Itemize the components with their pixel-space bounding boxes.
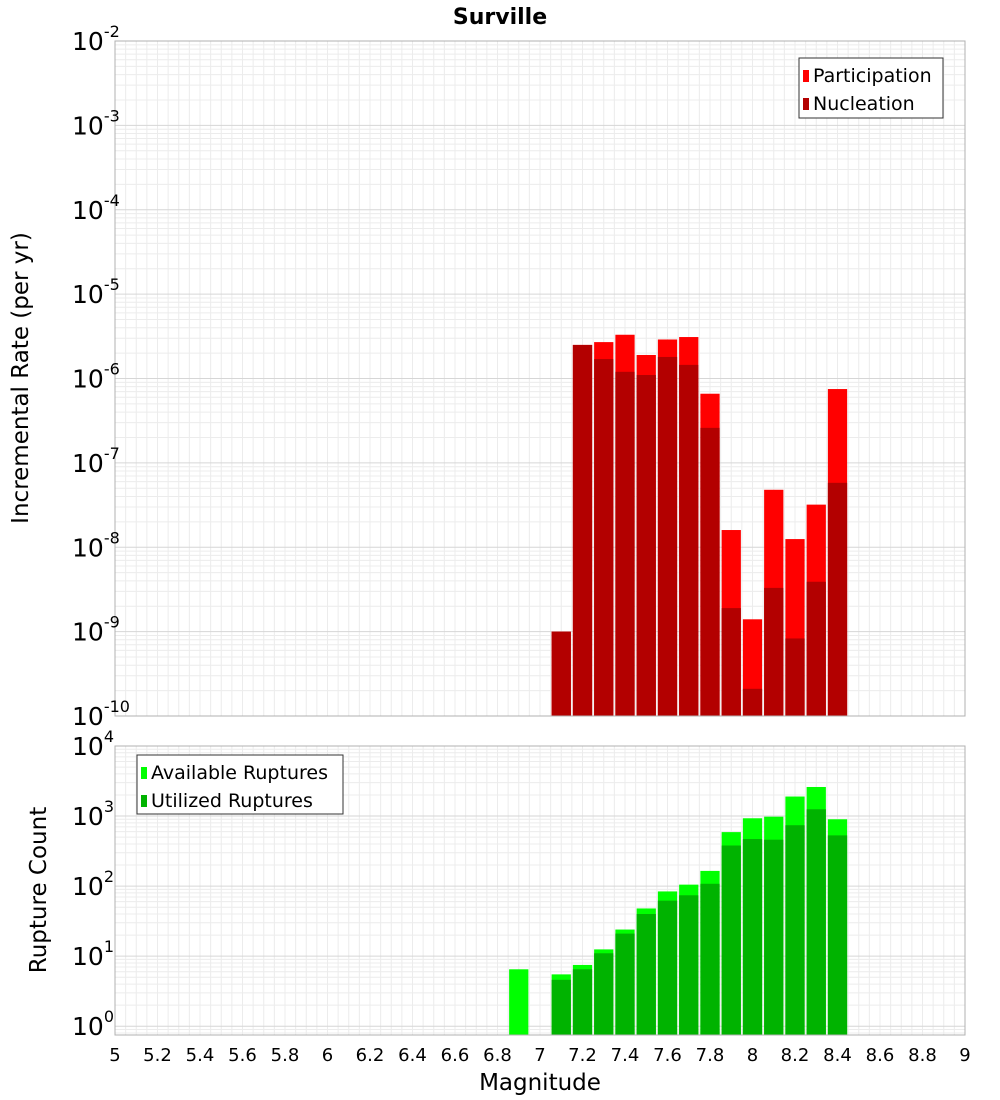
y-tick-label: 10-6 (72, 360, 120, 394)
bar (700, 427, 720, 716)
y-tick-label: 10-2 (72, 22, 120, 56)
grid-0 (114, 40, 966, 717)
x-tick-label: 8.2 (781, 1045, 810, 1066)
x-tick-label: 5.4 (186, 1045, 215, 1066)
bar (615, 371, 635, 716)
y-tick-label: 10-8 (72, 528, 120, 562)
x-tick-label: 8.4 (823, 1045, 852, 1066)
series-utilized-ruptures (551, 809, 848, 1035)
legend-label: Utilized Ruptures (151, 790, 313, 812)
bar (509, 969, 529, 1035)
bar (551, 631, 571, 716)
legend-frame (136, 754, 344, 815)
bar (572, 344, 593, 716)
x-tick-label: 8 (747, 1045, 758, 1066)
bar (742, 688, 763, 716)
participation-nucleation-panel: 10-10 10-9 10-8 10-7 10-6 10-5 10-4 10-3 10-2 Par… (72, 22, 966, 731)
x-tick-label: 9 (959, 1045, 970, 1066)
bar (806, 581, 826, 716)
x-tick-label: 7.2 (568, 1045, 597, 1066)
bar (594, 953, 614, 1035)
x-tick-label: 6.8 (483, 1045, 512, 1066)
legend-1: Available Ruptures Utilized Ruptures (136, 754, 344, 815)
y-tick-label: 102 (72, 867, 114, 901)
bar (827, 835, 848, 1035)
rupture-count-panel: 100 101 102 103 104 Available Ruptures Utilize… (72, 727, 971, 1066)
x-tick-label: 6.4 (398, 1045, 427, 1066)
y-tick-label: 103 (72, 797, 114, 831)
bar (764, 839, 784, 1035)
bar (551, 979, 571, 1035)
bar (636, 375, 656, 716)
bar (785, 825, 805, 1035)
bar (700, 883, 720, 1035)
y-tick-label: 10-3 (72, 106, 120, 140)
x-tick-label: 8.8 (908, 1045, 937, 1066)
legend-label: Participation (813, 65, 932, 87)
legend-swatch (803, 70, 809, 82)
bar (679, 364, 699, 716)
bottom-y-axis-label: Rupture Count (26, 807, 52, 973)
bar (572, 969, 593, 1035)
legend-0: Participation Nucleation (798, 57, 944, 119)
bar (721, 608, 741, 716)
bar (721, 845, 741, 1035)
x-tick-label: 5.6 (228, 1045, 257, 1066)
plot-frame-0 (114, 40, 966, 717)
y-tick-label: 10-4 (72, 191, 120, 225)
series-nucleation (551, 344, 848, 716)
x-tick-label: 8.6 (866, 1045, 895, 1066)
plot-frame-1 (114, 745, 966, 1036)
x-tick-label: 6.6 (441, 1045, 470, 1066)
x-tick-label: 7.8 (696, 1045, 725, 1066)
y-tick-label: 10-9 (72, 613, 120, 647)
bar (785, 638, 805, 716)
bar (657, 356, 678, 716)
chart-title: Surville (453, 5, 547, 30)
x-tick-label: 7 (534, 1045, 545, 1066)
x-tick-label: 5.2 (143, 1045, 172, 1066)
y-tick-label: 104 (72, 727, 114, 761)
x-tick-label: 6 (322, 1045, 333, 1066)
bar (657, 900, 678, 1035)
legend-frame (798, 57, 944, 119)
x-tick-label: 6.2 (356, 1045, 385, 1066)
legend-swatch (141, 767, 147, 779)
bar (764, 587, 784, 716)
y-tick-label: 10-10 (72, 697, 130, 731)
bar (636, 914, 656, 1035)
x-tick-label: 7.4 (611, 1045, 640, 1066)
top-y-axis-label: Incremental Rate (per yr) (8, 232, 34, 524)
x-tick-label: 5.8 (271, 1045, 300, 1066)
legend-swatch (803, 98, 809, 110)
bar (742, 839, 763, 1035)
x-axis-label: Magnitude (479, 1070, 601, 1096)
legend-label: Nucleation (813, 93, 915, 115)
y-ticks-0: 10-10 10-9 10-8 10-7 10-6 10-5 10-4 10-3 10-2 (72, 22, 130, 731)
y-tick-label: 101 (72, 937, 114, 971)
bar (827, 482, 848, 716)
bar (806, 809, 826, 1035)
bar (615, 933, 635, 1035)
bar (594, 359, 614, 716)
x-ticks: 5 5.2 5.4 5.6 5.8 6 6.2 6.4 6.6 6.8 7 7.2 7.4 7.6 7.8 8… (109, 1045, 970, 1066)
bar (679, 895, 699, 1035)
y-tick-label: 10-7 (72, 444, 120, 478)
legend-label: Available Ruptures (151, 762, 328, 784)
x-tick-label: 5 (109, 1045, 120, 1066)
x-tick-label: 7.6 (653, 1045, 682, 1066)
y-tick-label: 100 (72, 1007, 114, 1041)
legend-swatch (141, 795, 147, 807)
y-ticks-1: 100 101 102 103 104 (72, 727, 114, 1041)
y-tick-label: 10-5 (72, 275, 120, 309)
